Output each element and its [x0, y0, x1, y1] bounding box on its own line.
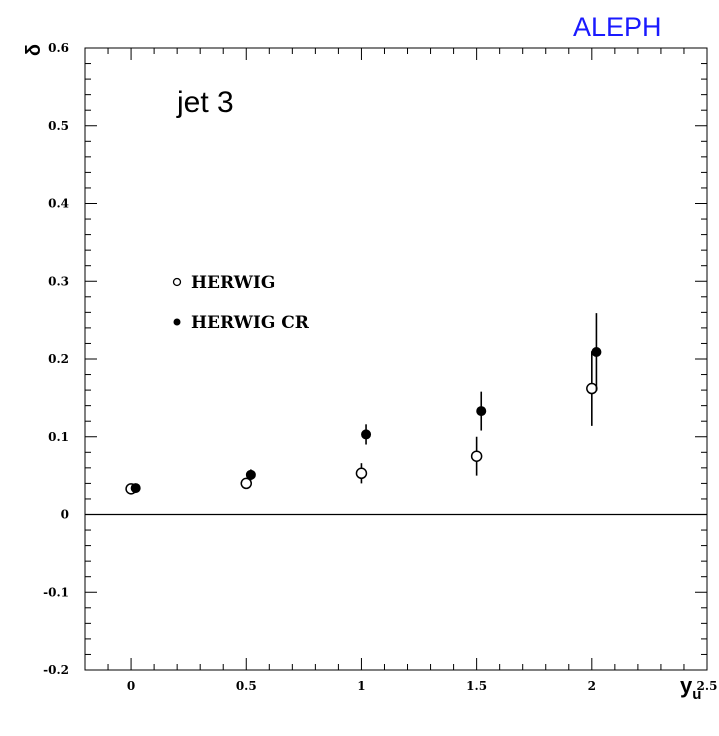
x-tick-label: 1.5 [466, 679, 487, 693]
x-axis-title: yu [680, 673, 701, 703]
plot-border [84, 47, 708, 671]
data-point-filled [361, 429, 372, 440]
data-point-filled [130, 483, 141, 494]
y-tick-label: -0.1 [43, 585, 69, 599]
series-herwig [125, 351, 598, 495]
data-points [125, 313, 602, 495]
x-axis-title-subscript: u [692, 686, 701, 703]
legend-label: HERWIG [191, 273, 275, 293]
data-point-filled [591, 347, 602, 358]
x-tick-label: 2 [588, 679, 596, 693]
legend-marker-open [172, 277, 182, 287]
aleph-brand-label: ALEPH [573, 12, 662, 42]
legend: HERWIG HERWIG CR [172, 273, 310, 333]
legend-label: HERWIG CR [191, 313, 310, 333]
data-point-open [355, 467, 368, 480]
y-tick-label: 0.3 [48, 274, 69, 288]
x-tick-label: 0 [127, 679, 135, 693]
x-tick-label: 2.5 [697, 679, 718, 693]
plot-area [84, 47, 708, 671]
y-tick-label: 0.4 [48, 197, 69, 211]
series-herwig-cr [130, 313, 602, 494]
y-tick-label: 0.6 [48, 41, 69, 55]
y-tick-label: 0.2 [48, 352, 69, 366]
axis-ticks [84, 47, 708, 671]
data-point-open [240, 477, 253, 490]
y-tick-label: 0 [61, 508, 69, 522]
y-tick-label: 0.5 [48, 119, 69, 133]
x-axis-title-main: y [680, 673, 693, 698]
panel-label: jet 3 [176, 86, 234, 119]
data-point-filled [245, 469, 256, 480]
axis-tick-labels: 0 0.5 1 1.5 2 2.5 -0.2 -0.1 0 0.1 0.2 0.3 0.4 0.5 0.6 [43, 41, 717, 693]
data-point-open [470, 450, 483, 462]
data-point-open [586, 382, 598, 395]
y-tick-label: 0.1 [48, 430, 69, 444]
legend-marker-filled [173, 318, 181, 326]
y-tick-label: -0.2 [43, 663, 69, 677]
x-tick-label: 1 [357, 679, 365, 693]
x-tick-label: 0.5 [236, 679, 257, 693]
data-point-filled [476, 406, 487, 417]
y-axis-title: δ [23, 44, 45, 56]
